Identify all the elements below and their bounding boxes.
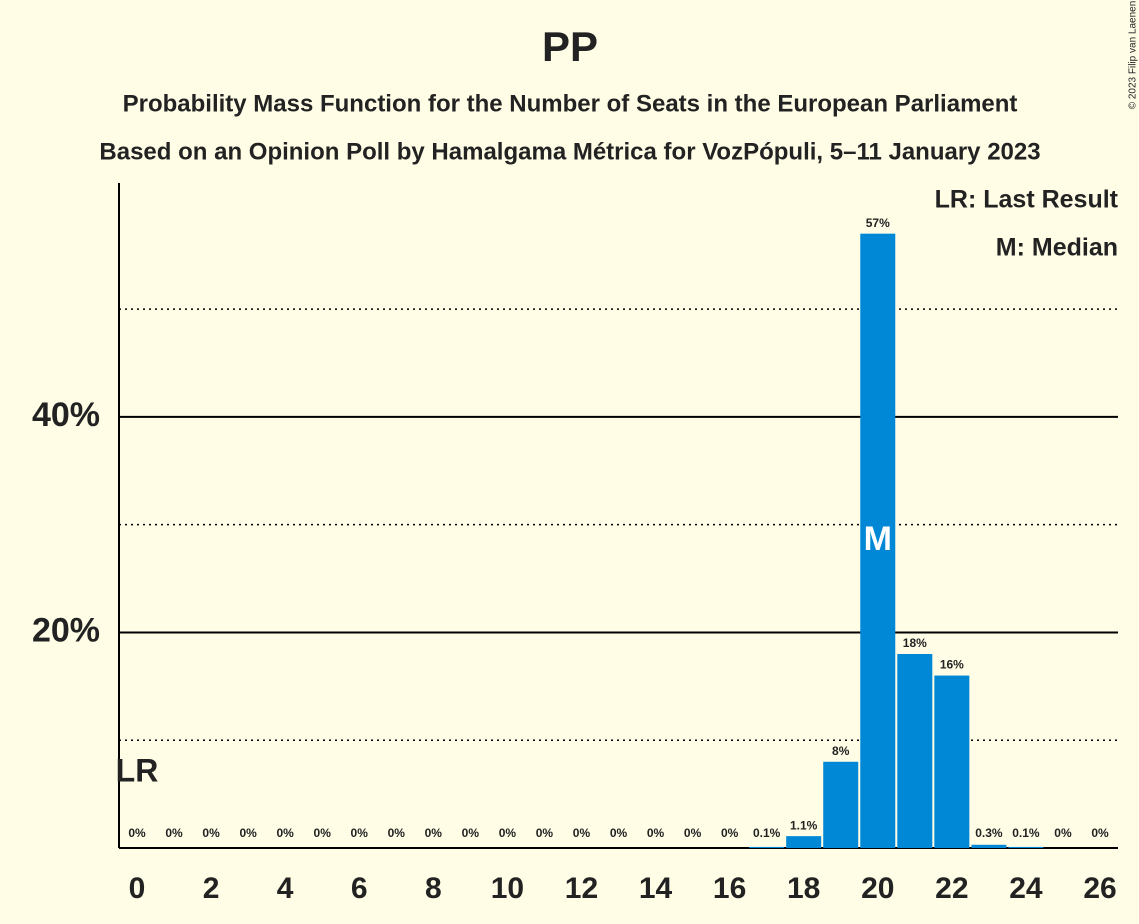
value-label: 0% bbox=[721, 826, 739, 840]
value-label: 0% bbox=[202, 826, 220, 840]
x-tick-label: 24 bbox=[1009, 872, 1043, 905]
x-tick-label: 22 bbox=[935, 872, 968, 905]
x-tick-label: 18 bbox=[787, 872, 820, 905]
chart-subtitle: Probability Mass Function for the Number… bbox=[123, 90, 1018, 117]
value-label: 0% bbox=[425, 826, 443, 840]
value-label: 0.3% bbox=[975, 826, 1003, 840]
value-label: 0% bbox=[462, 826, 480, 840]
bar bbox=[749, 846, 785, 848]
value-label: 0% bbox=[165, 826, 183, 840]
value-label: 0.1% bbox=[1012, 826, 1040, 840]
x-tick-label: 14 bbox=[639, 872, 673, 905]
value-label: 0% bbox=[536, 826, 554, 840]
value-label: 0% bbox=[684, 826, 702, 840]
x-tick-label: 26 bbox=[1083, 872, 1116, 905]
legend-entry: LR: Last Result bbox=[935, 186, 1119, 214]
value-label: 0% bbox=[647, 826, 665, 840]
x-tick-label: 8 bbox=[425, 872, 442, 905]
bar bbox=[823, 761, 859, 848]
value-label: 0% bbox=[610, 826, 628, 840]
value-label: 0% bbox=[128, 826, 146, 840]
bar bbox=[1008, 846, 1044, 848]
last-result-marker: LR bbox=[116, 752, 159, 788]
x-tick-label: 12 bbox=[565, 872, 598, 905]
value-label: 18% bbox=[903, 636, 927, 650]
bar bbox=[934, 675, 970, 848]
median-marker: M bbox=[864, 520, 892, 558]
bar bbox=[786, 836, 822, 848]
value-label: 57% bbox=[866, 216, 890, 230]
x-tick-label: 2 bbox=[203, 872, 220, 905]
value-label: 0% bbox=[388, 826, 406, 840]
value-label: 0% bbox=[1091, 826, 1109, 840]
y-tick-label: 20% bbox=[32, 611, 100, 649]
bar bbox=[860, 233, 896, 849]
chart-subtitle: Based on an Opinion Poll by Hamalgama Mé… bbox=[99, 138, 1040, 165]
x-tick-label: 6 bbox=[351, 872, 368, 905]
x-tick-label: 4 bbox=[277, 872, 294, 905]
value-label: 16% bbox=[940, 658, 964, 672]
bar bbox=[897, 653, 933, 848]
x-tick-label: 16 bbox=[713, 872, 746, 905]
value-label: 0% bbox=[351, 826, 369, 840]
x-tick-label: 20 bbox=[861, 872, 894, 905]
x-tick-label: 0 bbox=[129, 872, 146, 905]
value-label: 0% bbox=[1054, 826, 1072, 840]
value-label: 0% bbox=[276, 826, 294, 840]
copyright: © 2023 Filip van Laenen bbox=[1128, 1, 1139, 110]
value-label: 0% bbox=[314, 826, 332, 840]
y-tick-label: 40% bbox=[32, 396, 100, 434]
value-label: 0% bbox=[499, 826, 517, 840]
value-label: 8% bbox=[832, 744, 850, 758]
value-label: 0% bbox=[573, 826, 591, 840]
value-label: 1.1% bbox=[790, 818, 818, 832]
x-tick-label: 10 bbox=[491, 872, 524, 905]
chart-title: PP bbox=[542, 23, 598, 70]
value-label: 0.1% bbox=[753, 826, 781, 840]
legend-entry: M: Median bbox=[996, 234, 1118, 262]
bar bbox=[971, 844, 1007, 848]
value-label: 0% bbox=[239, 826, 257, 840]
